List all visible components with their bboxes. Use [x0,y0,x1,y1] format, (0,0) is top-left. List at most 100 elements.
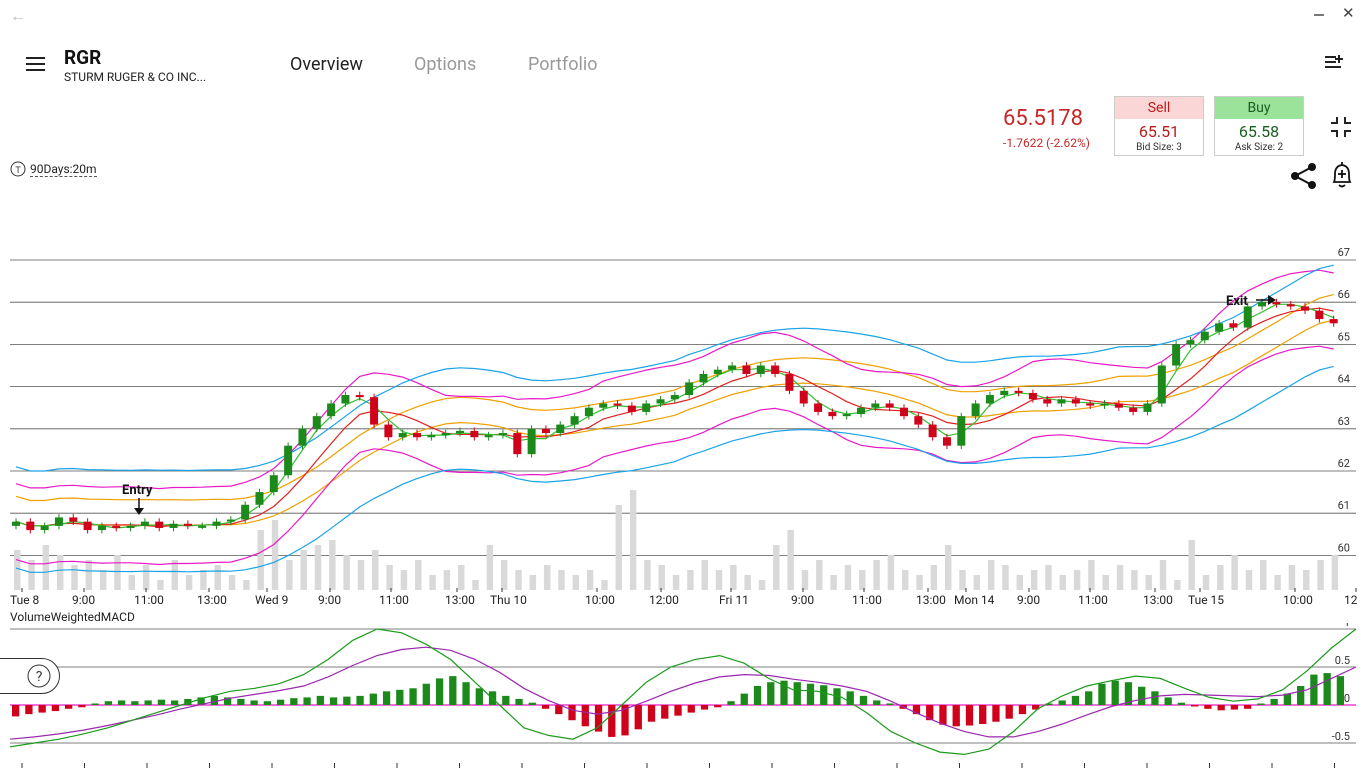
macd-histogram-bar [157,699,166,705]
macd-histogram-bar [912,705,921,715]
macd-histogram-bar [197,697,205,705]
candle [570,416,579,425]
x-label: Wed 9 [255,593,288,607]
volume-bar [429,575,436,590]
x-label: 11:00 [379,593,409,607]
volume-bar [887,555,895,590]
macd-histogram-bar [1336,676,1345,705]
candle [1157,365,1166,404]
macd-histogram-bar [992,705,1000,722]
list-add-icon[interactable] [1325,55,1343,75]
candle [327,403,336,417]
sell-button[interactable]: Sell 65.51 Bid Size: 3 [1114,96,1204,156]
candle [456,430,464,434]
close-button[interactable]: ✕ [1342,4,1355,22]
back-icon[interactable]: ← [10,6,26,25]
volume-bar [930,565,938,590]
macd-histogram-bar [144,700,152,705]
entry-annotation: Entry [122,483,153,498]
candle [1100,403,1109,406]
macd-histogram-bar [1257,703,1265,705]
volume-bar [1131,570,1138,590]
macd-histogram-bar [555,705,563,715]
volume-bar [1102,575,1109,590]
volume-bar [1274,575,1281,590]
volume-bar [672,575,680,590]
macd-histogram-bar [462,682,470,705]
macd-histogram-bar [687,705,695,713]
macd-histogram-bar [1018,705,1027,715]
exit-annotation: Exit [1226,294,1248,309]
timeframe-selector[interactable]: T 90Days:20m [10,158,97,177]
buy-button[interactable]: Buy 65.58 Ask Size: 2 [1214,96,1304,156]
volume-bar [543,565,551,590]
macd-histogram-bar [859,695,868,705]
volume-bar [615,505,622,590]
macd-histogram-bar [1124,682,1133,705]
macd-histogram-bar [1098,683,1106,705]
macd-histogram-bar [581,705,589,727]
candle [1172,344,1181,366]
x-label: 9:00 [1017,593,1040,607]
macd-title: VolumeWeightedMACD [10,610,135,624]
share-icon[interactable] [1290,162,1318,194]
candle [1200,331,1209,341]
price-tick-label: 65 [1338,330,1350,343]
x-label: 13:00 [916,593,946,607]
alert-add-icon[interactable] [1330,160,1354,194]
volume-bar [1059,575,1066,590]
tab-portfolio[interactable]: Portfolio [528,54,598,75]
macd-histogram-bar [700,705,709,710]
macd-histogram-bar [846,691,854,705]
tab-overview[interactable]: Overview [290,54,363,75]
candle [12,521,20,526]
volume-bar [1245,570,1253,590]
macd-histogram-bar [1177,702,1186,705]
candle [1215,323,1224,332]
volume-bar [114,555,121,590]
price-chart[interactable]: 67 66 65 64 63 62 61 60 Tue 8 9:00 11:00 13:00 Wed … [0,190,1366,610]
candle [957,416,966,446]
buy-label: Buy [1215,97,1303,119]
symbol-label: RGR [64,46,102,69]
candle [885,403,894,408]
candle [183,523,192,526]
macd-histogram-bar [515,698,523,705]
collapse-icon[interactable] [1330,116,1352,142]
minimize-button[interactable] [1312,4,1326,18]
price-change: -1.7622 (-2.62%) [1003,136,1090,150]
volume-bar [586,570,594,590]
candle [527,428,536,455]
candle [398,433,407,438]
macd-histogram-bar [343,696,351,705]
candle [656,399,665,404]
macd-histogram-bar [131,701,139,705]
macd-histogram-bar [952,705,960,727]
x-label: 9:00 [791,593,814,607]
macd-histogram-bar [767,682,775,705]
price-tick-label: 64 [1338,373,1350,386]
volume-bar [1088,560,1095,590]
candle [241,504,250,520]
tab-options[interactable]: Options [414,54,477,75]
candle [198,525,207,528]
ma-green-line [15,303,1334,529]
volume-bar [1231,555,1238,590]
candle [742,365,751,374]
volume-bar [214,565,221,590]
macd-histogram-bar [502,695,510,705]
macd-chart[interactable]: 1 0.5 0 -0.5 [0,623,1366,768]
volume-bar [300,550,307,590]
menu-icon[interactable] [26,56,46,72]
ma-red-line [15,307,1334,528]
x-label: Tue 8 [10,593,40,607]
volume-bar [701,560,708,590]
candle [484,435,493,438]
macd-histogram-bar [1270,698,1278,705]
candle [1129,407,1138,412]
macd-histogram-bar [396,689,404,705]
help-button[interactable]: ? [0,658,60,694]
candle [914,416,923,425]
volume-bar [472,580,479,590]
volume-bar [14,550,21,590]
